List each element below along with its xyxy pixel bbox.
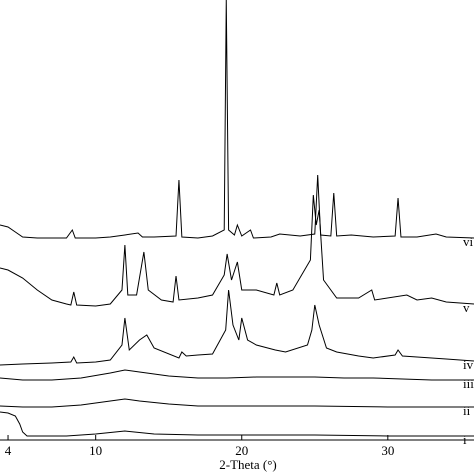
series-label: iii [463,376,474,391]
series-label: vi [463,234,474,249]
series-label: ii [463,403,471,418]
x-tick-label: 30 [381,443,394,458]
x-axis-title: 2-Theta (°) [219,457,277,472]
xrd-trace [0,194,474,307]
x-tick-label: 4 [5,443,12,458]
xrd-trace [0,411,474,437]
xrd-trace [0,369,474,381]
x-tick-label: 10 [89,443,102,458]
series-label: iv [463,357,474,372]
x-tick-label: 20 [235,443,248,458]
series-label: i [463,432,467,447]
series-label: v [463,300,470,315]
xrd-trace [0,289,474,366]
xrd-trace [0,398,474,408]
xrd-trace [0,0,474,239]
